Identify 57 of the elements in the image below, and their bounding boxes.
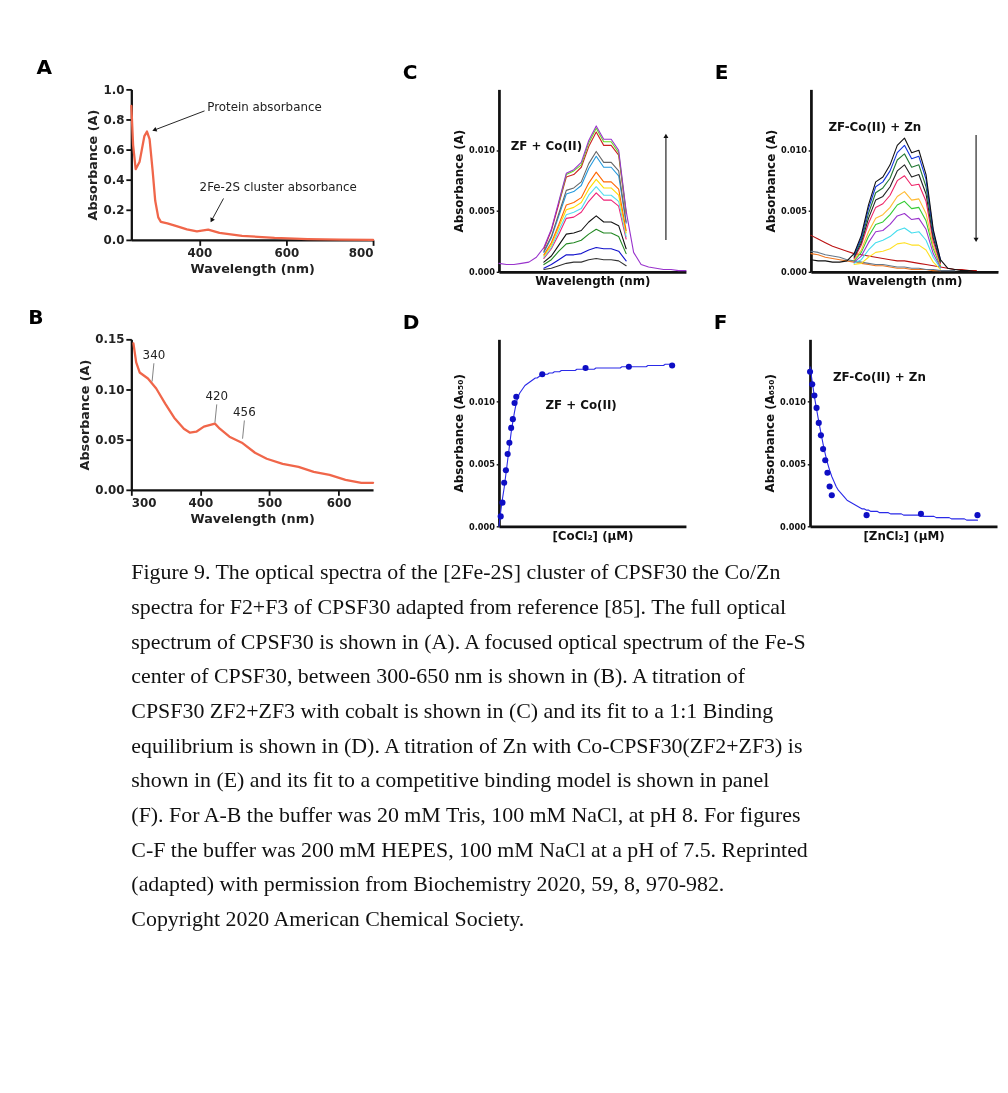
x-axis-title: Wavelength (nm): [847, 274, 963, 289]
annotation: 340: [142, 347, 166, 362]
annotation: 420: [205, 388, 229, 403]
y-tick-label: 0.005: [468, 459, 496, 470]
y-tick-label: 0.15: [95, 332, 125, 347]
chart-title: F: [713, 310, 728, 335]
annotation: ZF-Co(II) + Zn: [832, 370, 926, 385]
annotation: Protein absorbance: [207, 99, 322, 114]
x-tick-label: 800: [348, 245, 374, 260]
y-tick-label: 0.4: [103, 172, 125, 187]
annotation: 456: [233, 404, 256, 419]
x-tick-label: 500: [257, 495, 283, 510]
annotation: ZF-Co(II) + Zn: [828, 120, 922, 135]
chart-title: A: [36, 54, 53, 79]
x-axis-title: Wavelength (nm): [535, 274, 651, 289]
annotation: ZF + Co(II): [510, 138, 583, 153]
y-axis-title: Absorbance (A): [85, 109, 101, 221]
annotation: 2Fe-2S cluster absorbance: [199, 180, 357, 195]
chart-title: D: [402, 310, 420, 335]
y-tick-label: 0.005: [780, 459, 807, 470]
y-axis-title: Absorbance (A): [76, 359, 92, 471]
x-tick-label: 300: [131, 495, 157, 510]
y-tick-label: 0.00: [95, 482, 125, 497]
y-tick-label: 0.005: [468, 206, 496, 217]
x-tick-label: 600: [326, 495, 352, 510]
x-tick-label: 600: [274, 245, 300, 260]
chart-title: C: [402, 60, 418, 85]
chart-title: E: [714, 60, 729, 85]
chart-title: B: [28, 304, 44, 329]
x-axis-title: [ZnCl₂] (μM): [863, 528, 945, 543]
x-axis-title: Wavelength (nm): [190, 511, 315, 527]
y-tick-label: 0.000: [780, 521, 807, 532]
y-tick-label: 1.0: [103, 82, 125, 97]
text: Figure 9. The optical spectra of the [2Fe-2S] cluster of CPSF30 the Co/Zn spectra for F2+F3 of CPSF30 adapted from reference [85]. The full optical spectrum of CPSF30 is shown in (A). A focused optical spectrum of the Fe-S center of CPSF30, between 300-650 nm is shown in (B). A titration of CPSF30 ZF2+ZF3 with cobalt is shown in (C) and its fit to a 1:1 Binding equilibrium is shown in (D). A titration of Zn with Co-CPSF30(ZF2+ZF3) is shown in (E) and its fit to a competitive binding model is shown in panel (F). For A-B the buffer was 20 mM Tris, 100 mM NaCl, at pH 8. For figures C-F the buffer was 200 mM HEPES, 100 mM NaCl at a pH of 7.5. Reprinted (adapted) with permission from Biochemistry 2020, 59, 8, 970-982. Copyright 2020 American Chemical Society.: [131, 559, 808, 931]
annotation: ZF + Co(II): [545, 397, 617, 412]
y-tick-label: 0.8: [103, 112, 125, 127]
x-axis-title: [CoCl₂] (μM): [552, 528, 634, 543]
x-axis-title: Wavelength (nm): [190, 261, 315, 277]
y-tick-label: 0.000: [468, 267, 496, 278]
y-tick-label: 0.0: [103, 233, 125, 248]
y-tick-label: 0.05: [95, 432, 125, 447]
y-tick-label: 0.010: [468, 145, 496, 156]
y-tick-label: 0.2: [103, 202, 125, 217]
y-axis-title: Absorbance (A): [451, 129, 466, 233]
y-tick-label: 0.010: [468, 396, 496, 407]
x-tick-label: 400: [188, 495, 214, 510]
y-tick-label: 0.010: [780, 396, 807, 407]
y-tick-label: 0.6: [103, 142, 125, 157]
y-tick-label: 0.10: [95, 382, 125, 397]
y-tick-label: 0.010: [780, 145, 808, 156]
y-axis-title: Absorbance (A₆₅₀): [451, 374, 466, 493]
y-tick-label: 0.000: [780, 267, 808, 278]
y-axis-title: Absorbance (A): [763, 129, 778, 233]
y-tick-label: 0.005: [780, 206, 808, 217]
y-axis-title: Absorbance (A₆₅₀): [762, 374, 777, 493]
x-tick-label: 400: [187, 245, 213, 260]
y-tick-label: 0.000: [468, 521, 496, 532]
